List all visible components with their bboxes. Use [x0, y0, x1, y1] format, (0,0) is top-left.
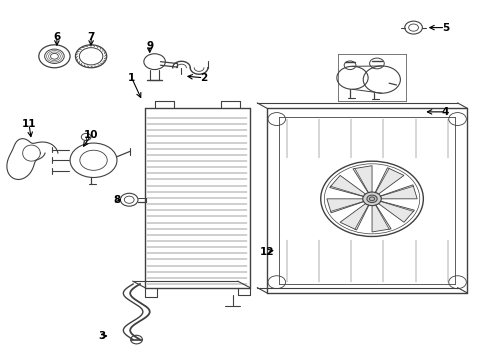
Text: 7: 7 — [87, 32, 95, 41]
Polygon shape — [375, 168, 404, 194]
Text: 9: 9 — [146, 41, 153, 50]
Text: 2: 2 — [200, 73, 207, 83]
Text: 3: 3 — [98, 331, 105, 341]
Polygon shape — [380, 185, 417, 199]
Text: 1: 1 — [128, 73, 135, 83]
Polygon shape — [327, 199, 364, 213]
Polygon shape — [340, 204, 369, 230]
Circle shape — [363, 192, 381, 206]
Text: 8: 8 — [113, 195, 121, 205]
Text: 6: 6 — [53, 32, 60, 41]
Polygon shape — [330, 175, 366, 197]
Circle shape — [367, 195, 377, 203]
Text: 10: 10 — [84, 130, 98, 140]
Text: 4: 4 — [441, 107, 449, 117]
Text: 11: 11 — [22, 120, 36, 129]
Polygon shape — [372, 205, 391, 232]
Text: 12: 12 — [260, 247, 274, 257]
Polygon shape — [353, 166, 372, 193]
Polygon shape — [379, 201, 415, 222]
Text: 5: 5 — [441, 23, 449, 33]
